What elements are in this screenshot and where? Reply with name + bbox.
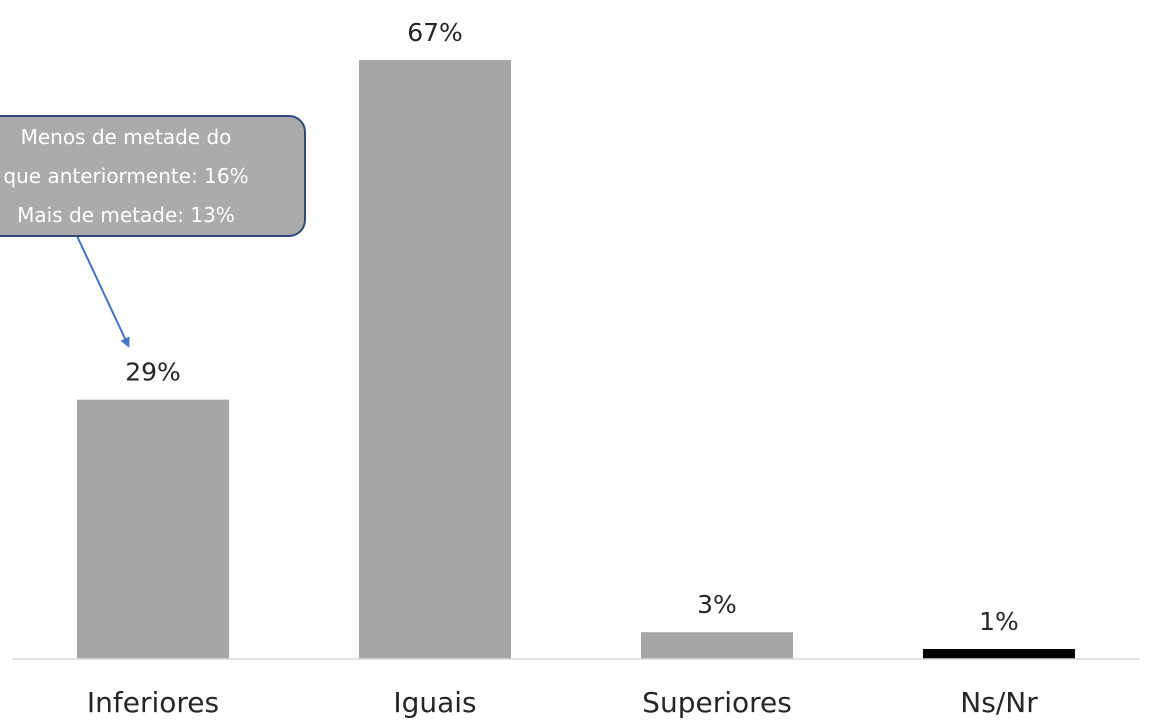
data-label-inferiores: 29% bbox=[125, 358, 181, 387]
callout-arrow bbox=[76, 235, 130, 348]
category-label-inferiores: Inferiores bbox=[87, 686, 219, 719]
category-label-ns-nr: Ns/Nr bbox=[960, 686, 1038, 719]
data-label-iguais: 67% bbox=[407, 18, 463, 47]
category-label-iguais: Iguais bbox=[393, 686, 476, 719]
category-label-superiores: Superiores bbox=[642, 686, 792, 719]
bar-iguais bbox=[359, 60, 511, 659]
callout-line-1: Menos de metade do bbox=[21, 125, 232, 149]
labels-layer: 29% Inferiores 67% Iguais 3% Superiores 1% Ns/N… bbox=[87, 18, 1038, 719]
data-label-ns-nr: 1% bbox=[979, 607, 1019, 636]
bar-inferiores bbox=[77, 399, 229, 659]
callout-box bbox=[0, 115, 306, 237]
bar-ns-nr bbox=[923, 649, 1075, 659]
data-label-superiores: 3% bbox=[697, 590, 737, 619]
bars-layer bbox=[77, 60, 1075, 659]
bar-superiores bbox=[641, 632, 793, 659]
callout-line-3: Mais de metade: 13% bbox=[17, 203, 235, 227]
callout-line-2: que anteriormente: 16% bbox=[3, 164, 248, 188]
callout-annotation: Menos de metade do que anteriormente: 16… bbox=[0, 115, 306, 348]
